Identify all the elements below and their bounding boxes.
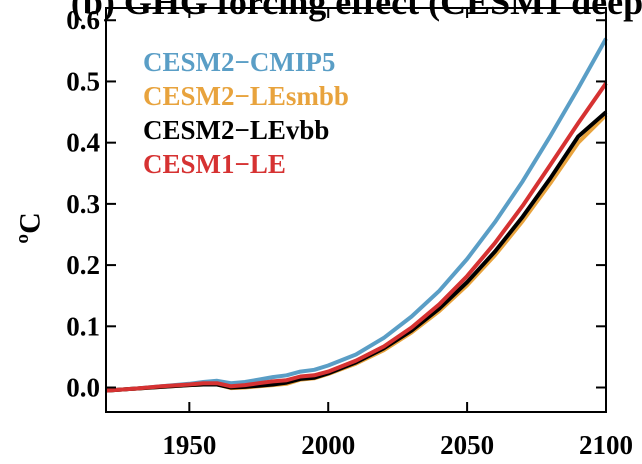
legend-label-4: CESM1−LE — [143, 149, 286, 179]
y-tick-label: 0.6 — [66, 5, 100, 35]
y-tick-label: 0.2 — [66, 250, 100, 280]
y-tick-label: 0.5 — [66, 66, 100, 96]
y-tick-label: 0.0 — [66, 373, 100, 403]
axis-ticks — [106, 8, 607, 412]
series-line-4 — [105, 82, 608, 393]
x-tick-label: 2000 — [301, 430, 355, 460]
legend-label-1: CESM2−CMIP5 — [143, 47, 335, 77]
x-tick-label: 2050 — [440, 430, 494, 460]
series-layer — [105, 37, 608, 393]
y-axis-title: ºC — [14, 212, 47, 244]
plot-frame — [105, 7, 607, 413]
y-tick-label: 0.1 — [66, 311, 100, 341]
chart-title: (b) GHG forcing effect (CESM1 deep) — [71, 0, 642, 22]
axis-tick-labels: 1950 2000 2050 2100 0.0 0.1 0.2 0.3 0.4 0.5 0.6 — [66, 5, 633, 460]
y-tick-label: 0.3 — [66, 189, 100, 219]
x-tick-label: 2100 — [579, 430, 633, 460]
legend: CESM2−CMIP5 CESM2−LEsmbb CESM2−LEvbb CESM1−… — [143, 47, 349, 179]
x-tick-label: 1950 — [162, 430, 216, 460]
chart-title-group: (b) GHG forcing effect (CESM1 deep) — [71, 0, 642, 22]
y-tick-label: 0.4 — [66, 128, 100, 158]
legend-label-2: CESM2−LEsmbb — [143, 81, 349, 111]
legend-label-3: CESM2−LEvbb — [143, 115, 329, 145]
